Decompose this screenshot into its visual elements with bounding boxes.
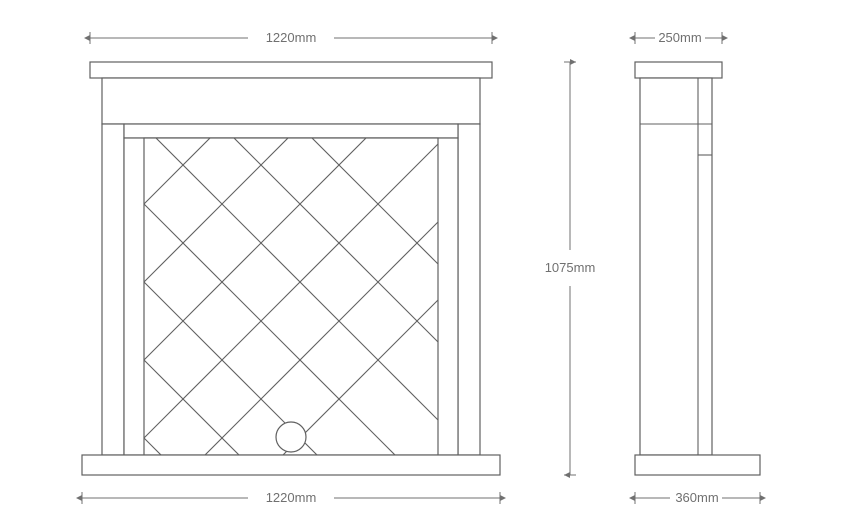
side-hearth [635,455,760,475]
right-leg [458,124,480,455]
left-leg [102,124,124,455]
mantel-top [90,62,492,78]
dim-side-bottom: 360mm [635,490,760,505]
dim-front-bottom-label: 1220mm [266,490,317,505]
technical-drawing: 1220mm 1220mm 1075mm 250mm 360mm [0,0,846,520]
dim-height-label: 1075mm [545,260,596,275]
vent-circle [276,422,306,452]
dim-side-top-label: 250mm [658,30,701,45]
frieze [102,78,480,124]
dim-side-top: 250mm [635,30,722,45]
dim-side-bottom-label: 360mm [675,490,718,505]
lintel-strip [124,124,458,138]
front-view [0,0,550,520]
side-mantel-top [635,62,722,78]
side-view [635,62,760,475]
opening-inner-frame [144,138,438,455]
side-body [640,78,712,455]
dim-front-top: 1220mm [90,30,492,45]
dim-front-top-label: 1220mm [266,30,317,45]
dim-front-bottom: 1220mm [82,490,500,505]
hearth [82,455,500,475]
dim-height: 1075mm [545,62,596,475]
